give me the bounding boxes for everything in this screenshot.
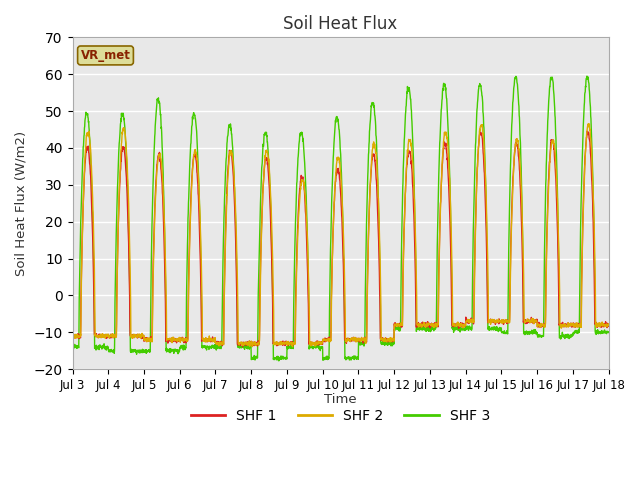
SHF 1	[68, 331, 76, 337]
SHF 3	[497, 328, 504, 334]
SHF 2	[572, 322, 580, 328]
SHF 1	[557, 321, 565, 327]
SHF 2	[557, 323, 565, 329]
SHF 1	[572, 322, 580, 327]
SHF 3	[583, 73, 591, 79]
SHF 1	[605, 324, 612, 329]
SHF 2	[368, 155, 376, 161]
SHF 3	[218, 325, 226, 331]
SHF 1	[368, 160, 376, 166]
SHF 1	[239, 344, 246, 349]
SHF 1	[356, 337, 364, 343]
SHF 1	[497, 319, 504, 324]
Legend: SHF 1, SHF 2, SHF 3: SHF 1, SHF 2, SHF 3	[185, 404, 496, 429]
SHF 2	[605, 321, 612, 327]
Text: VR_met: VR_met	[81, 49, 131, 62]
SHF 1	[584, 128, 591, 134]
SHF 2	[68, 332, 76, 338]
SHF 3	[368, 101, 376, 107]
SHF 2	[585, 120, 593, 126]
Line: SHF 1: SHF 1	[72, 131, 609, 347]
SHF 3	[68, 345, 76, 350]
Title: Soil Heat Flux: Soil Heat Flux	[284, 15, 397, 33]
SHF 3	[605, 330, 612, 336]
SHF 3	[356, 340, 364, 346]
X-axis label: Time: Time	[324, 393, 357, 407]
SHF 2	[289, 344, 296, 349]
SHF 1	[218, 343, 226, 348]
SHF 2	[356, 336, 364, 342]
Line: SHF 2: SHF 2	[72, 123, 609, 347]
SHF 2	[218, 341, 226, 347]
SHF 3	[275, 358, 283, 364]
Line: SHF 3: SHF 3	[72, 76, 609, 361]
Y-axis label: Soil Heat Flux (W/m2): Soil Heat Flux (W/m2)	[15, 131, 28, 276]
SHF 3	[572, 330, 580, 336]
SHF 2	[497, 318, 504, 324]
SHF 3	[557, 333, 565, 339]
